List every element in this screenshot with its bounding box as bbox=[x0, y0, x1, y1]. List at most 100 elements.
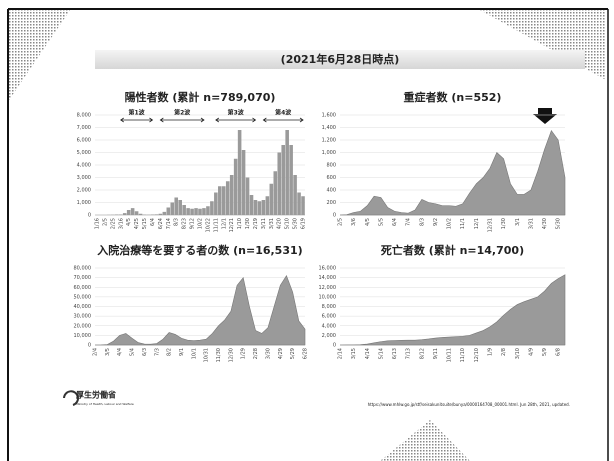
y-tick-label: 0 bbox=[333, 343, 336, 349]
bar bbox=[257, 201, 262, 215]
bar bbox=[122, 213, 127, 215]
x-tick-label: 3/6 bbox=[351, 218, 357, 226]
bar bbox=[214, 192, 218, 215]
y-tick-label: 3,000 bbox=[77, 175, 91, 181]
peak-arrow bbox=[533, 108, 557, 124]
x-tick-label: 1/10 bbox=[237, 218, 243, 229]
bar bbox=[253, 200, 258, 215]
x-tick-label: 2/25 bbox=[110, 218, 116, 229]
x-tick-label: 5/5 bbox=[378, 218, 384, 226]
bar bbox=[233, 158, 238, 215]
bar bbox=[162, 211, 167, 215]
x-tick-label: 12/31 bbox=[488, 218, 494, 232]
y-tick-label: 6,000 bbox=[77, 138, 91, 144]
x-tick-label: 6/4 bbox=[392, 218, 398, 226]
x-tick-label: 10/2 bbox=[447, 218, 453, 229]
chart-title: 死亡者数 (累計 n=14,700) bbox=[381, 243, 524, 257]
x-tick-label: 5/14 bbox=[378, 348, 384, 359]
y-tick-label: 0 bbox=[333, 213, 336, 219]
y-tick-label: 200 bbox=[326, 200, 336, 206]
y-tick-label: 20,000 bbox=[74, 323, 92, 329]
y-tick-label: 14,000 bbox=[319, 275, 337, 281]
bar bbox=[194, 208, 198, 215]
wave-arrow bbox=[120, 117, 154, 123]
bar bbox=[178, 200, 182, 215]
x-tick-label: 5/10 bbox=[285, 218, 291, 229]
y-tick-label: 70,000 bbox=[74, 275, 92, 281]
y-tick-label: 0 bbox=[88, 343, 91, 349]
bar bbox=[170, 202, 175, 215]
bar bbox=[285, 130, 289, 215]
bar bbox=[150, 214, 155, 215]
x-tick-label: 3/11 bbox=[261, 218, 267, 229]
x-tick-label: 8/3 bbox=[419, 218, 425, 226]
x-tick-label: 6/3 bbox=[142, 348, 148, 356]
x-tick-label: 5/9 bbox=[542, 348, 548, 356]
bar bbox=[261, 200, 266, 215]
x-tick-label: 10/11 bbox=[447, 348, 453, 362]
y-tick-label: 16,000 bbox=[319, 266, 337, 272]
chart-title: 入院治療等を要する者の数 (n=16,531) bbox=[97, 243, 302, 257]
y-tick-label: 800 bbox=[326, 163, 336, 169]
bar bbox=[130, 208, 135, 215]
bar bbox=[166, 207, 171, 215]
y-tick-label: 40,000 bbox=[74, 304, 92, 310]
x-tick-label: 2/8 bbox=[501, 348, 507, 356]
x-tick-label: 7/4 bbox=[406, 218, 412, 226]
y-tick-label: 600 bbox=[326, 175, 336, 181]
x-tick-label: 6/28 bbox=[303, 348, 309, 359]
logo-subtext: Ministry of Health, Labour and Welfare bbox=[76, 402, 134, 406]
x-tick-label: 4/4 bbox=[117, 348, 123, 356]
bar bbox=[158, 213, 163, 215]
y-tick-label: 2,000 bbox=[322, 333, 336, 339]
x-tick-label: 11/11 bbox=[213, 218, 219, 232]
wave-label: 第1波 bbox=[128, 109, 146, 117]
x-tick-label: 11/1 bbox=[460, 218, 466, 229]
y-tick-label: 50,000 bbox=[74, 294, 92, 300]
x-tick-label: 7/14 bbox=[166, 218, 172, 229]
decor-triangle bbox=[9, 10, 70, 100]
x-tick-label: 12/10 bbox=[474, 348, 480, 362]
x-tick-label: 1/29 bbox=[241, 348, 247, 359]
x-tick-label: 6/4 bbox=[150, 218, 156, 226]
x-tick-label: 5/15 bbox=[142, 218, 148, 229]
x-tick-label: 8/3 bbox=[174, 218, 180, 226]
bar bbox=[126, 210, 131, 215]
y-tick-label: 12,000 bbox=[319, 285, 337, 291]
bar bbox=[297, 192, 301, 215]
x-tick-label: 12/30 bbox=[228, 348, 234, 362]
y-tick-label: 8,000 bbox=[322, 304, 336, 310]
chart-title: 陽性者数 (累計 n=789,070) bbox=[125, 90, 276, 104]
y-tick-label: 60,000 bbox=[74, 285, 92, 291]
x-tick-label: 8/12 bbox=[419, 348, 425, 359]
logo-text: 厚生労働省 bbox=[76, 390, 116, 400]
x-tick-label: 2/28 bbox=[253, 348, 259, 359]
x-tick-label: 1/30 bbox=[245, 218, 251, 229]
x-tick-label: 1/30 bbox=[501, 218, 507, 229]
header-title: (2021年6月28日時点) bbox=[281, 52, 400, 66]
x-tick-label: 4/30 bbox=[542, 218, 548, 229]
x-tick-label: 8/23 bbox=[182, 218, 188, 229]
x-tick-label: 10/22 bbox=[205, 218, 211, 232]
x-tick-label: 4/25 bbox=[134, 218, 140, 229]
x-tick-label: 4/5 bbox=[126, 218, 132, 226]
chart-title: 重症者数 (n=552) bbox=[404, 90, 502, 104]
wave-arrow bbox=[159, 117, 205, 123]
bar bbox=[237, 130, 242, 215]
area bbox=[94, 275, 306, 346]
x-tick-label: 3/1 bbox=[515, 218, 521, 226]
x-tick-label: 5/29 bbox=[290, 348, 296, 359]
x-tick-label: 3/31 bbox=[528, 218, 534, 229]
wave-label: 第4波 bbox=[274, 109, 292, 117]
bar bbox=[273, 171, 278, 215]
x-tick-label: 10/31 bbox=[204, 348, 210, 362]
bar bbox=[293, 175, 297, 215]
y-tick-label: 400 bbox=[326, 188, 336, 194]
y-tick-label: 1,600 bbox=[322, 113, 336, 119]
y-tick-label: 10,000 bbox=[319, 294, 337, 300]
x-tick-label: 4/9 bbox=[528, 348, 534, 356]
bar bbox=[154, 214, 159, 215]
bar bbox=[289, 145, 293, 215]
